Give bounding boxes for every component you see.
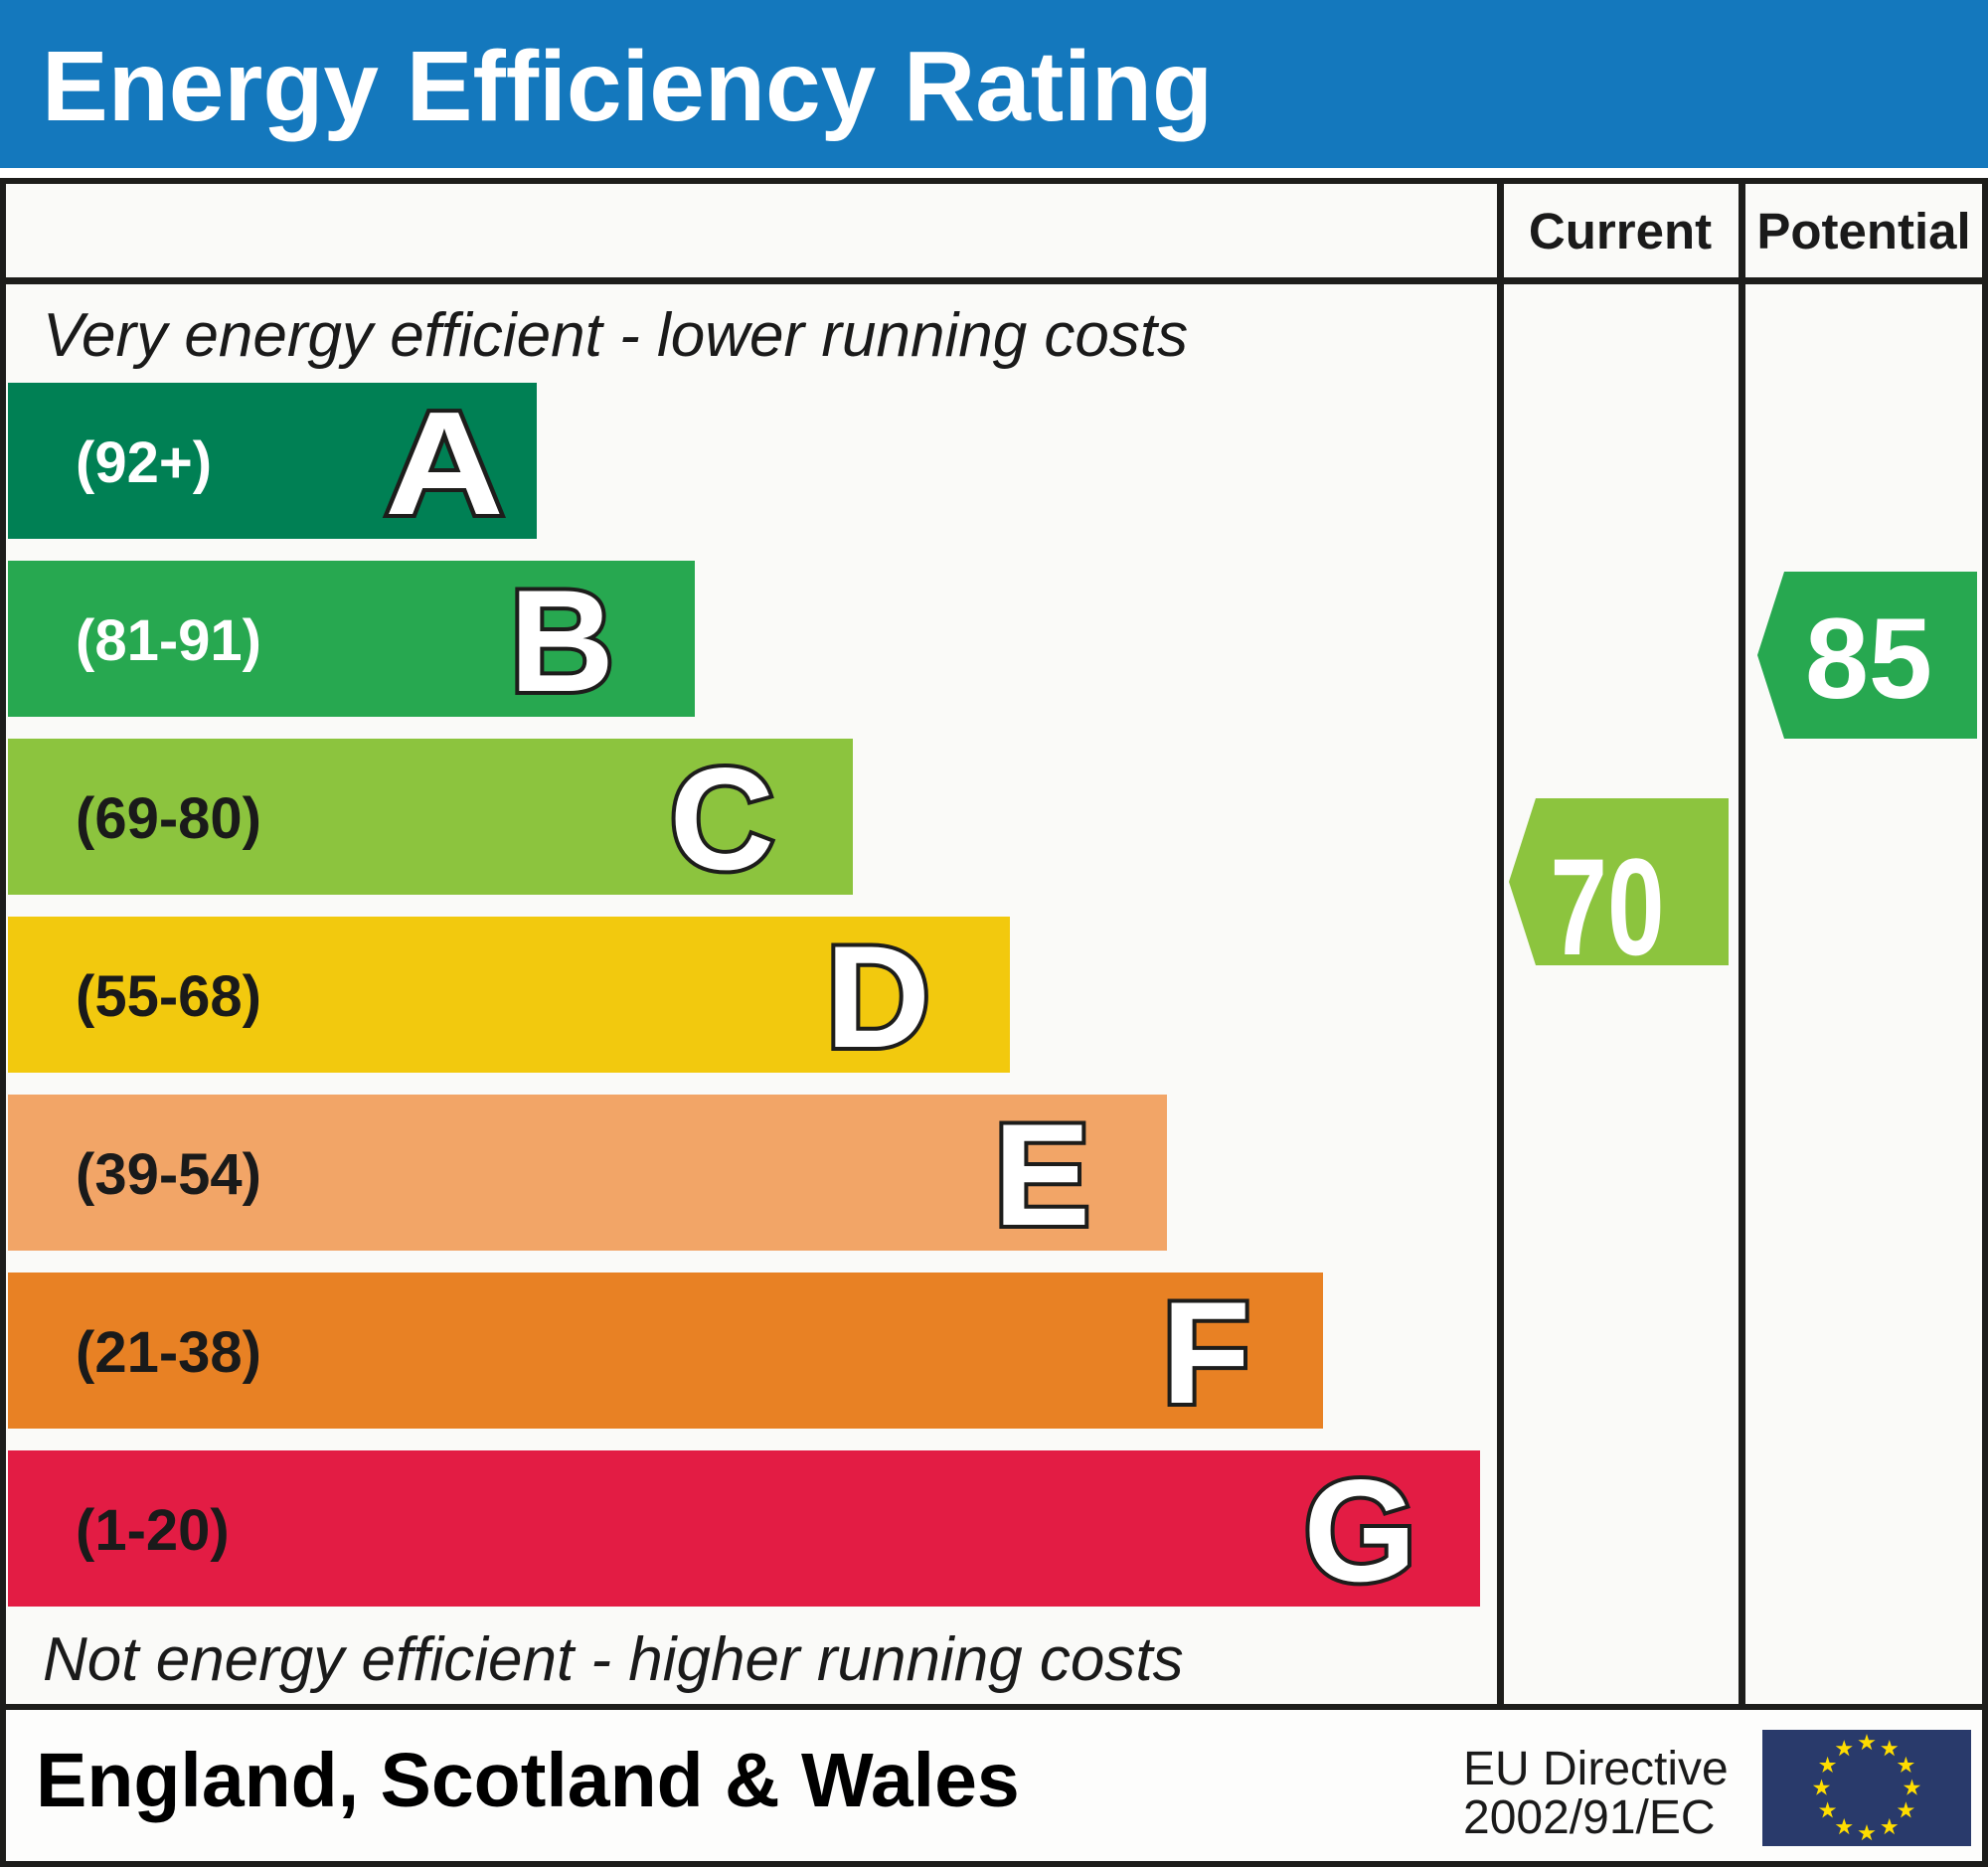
svg-text:Potential: Potential	[1756, 203, 1970, 259]
svg-text:(92+): (92+)	[76, 430, 212, 495]
svg-text:Not energy efficient - higher: Not energy efficient - higher running co…	[43, 1625, 1184, 1694]
svg-text:England, Scotland & Wales: England, Scotland & Wales	[36, 1738, 1020, 1823]
svg-text:G: G	[1303, 1449, 1416, 1612]
svg-text:Energy Efficiency Rating: Energy Efficiency Rating	[42, 31, 1213, 142]
svg-text:(69-80): (69-80)	[76, 786, 261, 851]
svg-text:D: D	[826, 916, 930, 1078]
svg-text:Very energy efficient - lower: Very energy efficient - lower running co…	[43, 301, 1188, 370]
svg-text:70: 70	[1550, 829, 1664, 983]
svg-text:B: B	[510, 560, 614, 722]
svg-text:(21-38): (21-38)	[76, 1320, 261, 1385]
svg-text:(39-54): (39-54)	[76, 1142, 261, 1207]
svg-text:E: E	[994, 1094, 1090, 1256]
svg-text:C: C	[670, 738, 774, 900]
svg-text:(81-91): (81-91)	[76, 608, 261, 673]
svg-text:EU Directive: EU Directive	[1463, 1743, 1729, 1795]
svg-text:A: A	[385, 382, 504, 546]
svg-text:85: 85	[1805, 595, 1932, 723]
svg-text:(55-68): (55-68)	[76, 964, 261, 1029]
svg-text:(1-20): (1-20)	[76, 1498, 230, 1563]
svg-text:Current: Current	[1529, 203, 1712, 259]
svg-text:2002/91/EC: 2002/91/EC	[1463, 1791, 1716, 1844]
svg-text:F: F	[1162, 1272, 1250, 1434]
